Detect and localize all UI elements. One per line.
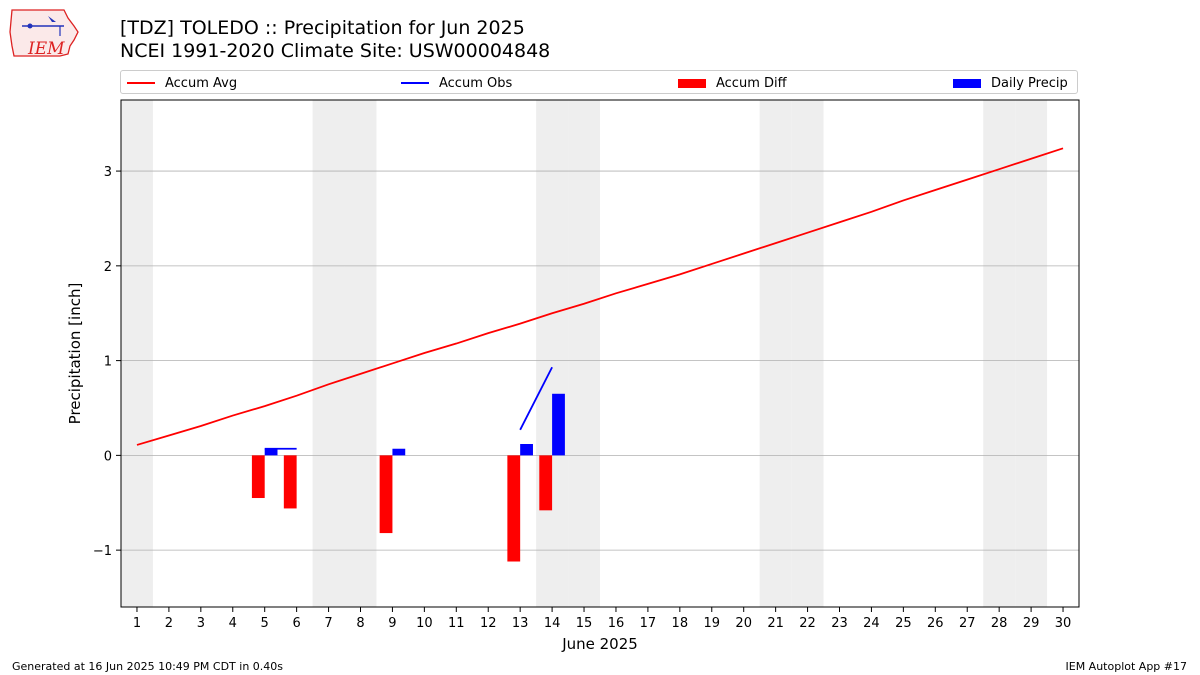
accum-diff-bar	[507, 455, 521, 562]
legend-swatch-daily-precip	[953, 78, 981, 88]
x-axis-label: June 2025	[561, 635, 638, 653]
chart-subtitle: NCEI 1991-2020 Climate Site: USW00004848	[120, 40, 551, 62]
weekend-shade	[536, 100, 569, 607]
x-tick-label: 13	[512, 616, 529, 631]
x-tick-label: 21	[767, 616, 784, 631]
x-tick-label: 29	[1023, 616, 1040, 631]
x-tick-label: 7	[324, 616, 332, 631]
x-tick-label: 15	[576, 616, 593, 631]
x-tick-label: 9	[388, 616, 396, 631]
weekend-shade	[312, 100, 345, 607]
legend-item-accum-obs: Accum Obs	[401, 74, 512, 92]
logo-text: IEM	[28, 39, 65, 59]
x-tick-label: 14	[544, 616, 561, 631]
legend: Accum Avg Accum Obs Accum Diff Daily Pre…	[120, 70, 1078, 94]
daily-precip-bar	[264, 448, 278, 456]
x-tick-label: 22	[799, 616, 816, 631]
x-tick-label: 4	[229, 616, 237, 631]
x-tick-label: 23	[831, 616, 848, 631]
legend-item-accum-avg: Accum Avg	[127, 74, 237, 92]
weekend-shade	[568, 100, 600, 607]
accum-diff-bar	[539, 455, 553, 511]
x-tick-label: 3	[197, 616, 205, 631]
plot-frame	[120, 99, 1080, 608]
iowa-map-icon	[9, 9, 79, 57]
daily-precip-bar	[520, 444, 533, 456]
legend-label-accum-avg: Accum Avg	[165, 75, 238, 91]
chart-title: [TDZ] TOLEDO :: Precipitation for Jun 20…	[120, 17, 525, 39]
accum-diff-bar	[251, 455, 265, 499]
weekend-shade	[983, 100, 1016, 607]
x-tick-label: 26	[927, 616, 944, 631]
y-tick-label: 0	[104, 449, 112, 464]
x-tick-label: 1	[133, 616, 141, 631]
weekend-shade	[121, 100, 153, 607]
x-tick-label: 30	[1055, 616, 1072, 631]
weekend-shade	[1015, 100, 1048, 607]
x-tick-label: 5	[261, 616, 269, 631]
legend-item-accum-diff: Accum Diff	[678, 74, 787, 92]
x-tick-label: 12	[480, 616, 497, 631]
y-tick-label: −1	[93, 544, 112, 559]
daily-precip-bar	[392, 448, 406, 456]
x-tick-label: 25	[895, 616, 912, 631]
x-tick-label: 20	[735, 616, 752, 631]
x-tick-label: 17	[640, 616, 657, 631]
accum-obs-line	[519, 366, 553, 431]
x-tick-label: 16	[608, 616, 625, 631]
weekend-shade	[344, 100, 377, 607]
legend-item-daily-precip: Daily Precip	[953, 74, 1068, 92]
weekend-shade	[759, 100, 792, 607]
legend-label-accum-obs: Accum Obs	[439, 75, 513, 91]
y-tick-label: 3	[104, 165, 112, 180]
daily-precip-bar	[552, 393, 565, 456]
weekend-shade	[791, 100, 824, 607]
iem-logo: IEM	[8, 6, 80, 60]
legend-label-accum-diff: Accum Diff	[716, 75, 787, 91]
legend-swatch-accum-diff	[678, 78, 706, 88]
x-tick-label: 19	[703, 616, 720, 631]
accum-diff-bar	[379, 455, 393, 534]
accum-diff-bar	[283, 455, 297, 509]
y-tick-label: 2	[104, 260, 112, 275]
footer-generated: Generated at 16 Jun 2025 10:49 PM CDT in…	[12, 660, 284, 673]
x-tick-label: 8	[356, 616, 364, 631]
x-tick-label: 11	[448, 616, 465, 631]
x-tick-label: 24	[863, 616, 880, 631]
precipitation-chart: 1 2 3 4 5 6 7 8 9 10 11 12 13 14 15 16 17 18 19 20 21 22 23 24 2…	[66, 99, 1080, 653]
x-tick-label: 6	[292, 616, 300, 631]
x-tick-label: 10	[416, 616, 433, 631]
x-tick-label: 18	[672, 616, 689, 631]
x-tick-label: 2	[165, 616, 173, 631]
accum-avg-line	[136, 147, 1064, 446]
footer-app: IEM Autoplot App #17	[1065, 660, 1188, 673]
y-tick-label: 1	[104, 355, 112, 370]
x-tick-label: 27	[959, 616, 976, 631]
y-axis-label: Precipitation [inch]	[66, 283, 84, 425]
legend-label-daily-precip: Daily Precip	[991, 75, 1068, 91]
x-tick-label: 28	[991, 616, 1008, 631]
legend-swatch-accum-avg	[127, 82, 155, 84]
legend-swatch-accum-obs	[401, 82, 429, 84]
